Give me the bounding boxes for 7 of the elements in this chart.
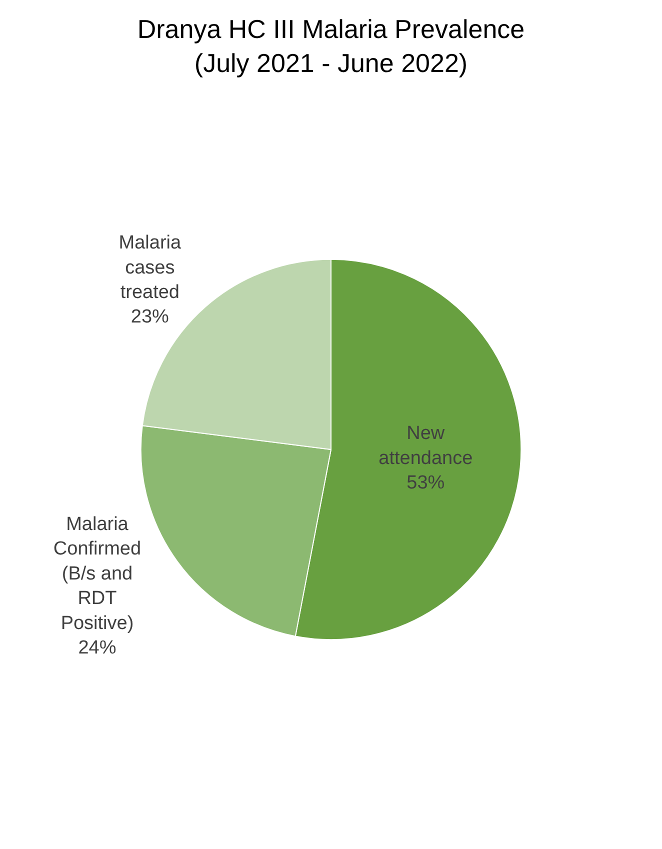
slice-label: New attendance bbox=[378, 423, 473, 469]
slice-label: Malaria Confirmed (B/s and RDT Positive) bbox=[53, 514, 142, 634]
data-label: 53% bbox=[406, 472, 445, 494]
data-label: 24% bbox=[78, 637, 116, 658]
data-label: 23% bbox=[130, 306, 170, 328]
chart-title: Dranya HC III Malaria Prevalence (July 2021 - June 2022) bbox=[137, 14, 525, 78]
slice-label: Malaria cases treated bbox=[118, 232, 182, 303]
